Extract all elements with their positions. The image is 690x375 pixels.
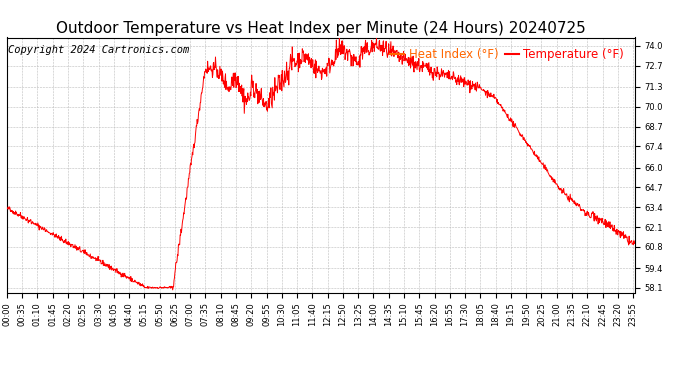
Legend: Heat Index (°F), Temperature (°F): Heat Index (°F), Temperature (°F)	[386, 44, 629, 66]
Text: Copyright 2024 Cartronics.com: Copyright 2024 Cartronics.com	[8, 45, 190, 55]
Title: Outdoor Temperature vs Heat Index per Minute (24 Hours) 20240725: Outdoor Temperature vs Heat Index per Mi…	[56, 21, 586, 36]
